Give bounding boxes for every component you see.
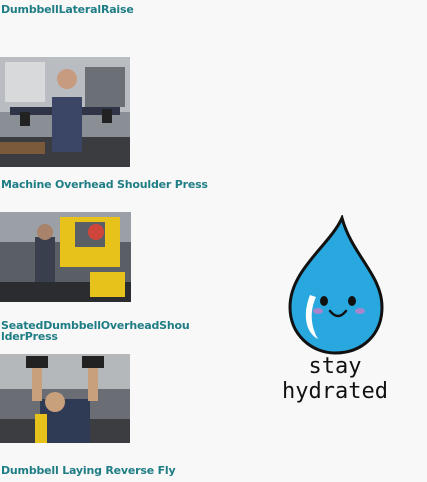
hydrated-text: hydrated (282, 379, 388, 404)
exercise-thumbnail[interactable] (0, 354, 130, 443)
exercise-title-line2[interactable]: lderPress (1, 330, 58, 343)
gym-photo-machine-press (0, 212, 131, 302)
stay-hydrated-graphic: stay hydrated (280, 213, 390, 415)
exercise-title-line1[interactable]: SeatedDumbbellOverheadShou (1, 319, 190, 332)
gym-photo-seated-press (0, 354, 130, 443)
exercise-thumbnail[interactable] (0, 212, 131, 302)
exercise-title[interactable]: DumbbellLateralRaise (1, 3, 134, 16)
stay-text: stay (308, 354, 362, 379)
exercise-title[interactable]: Machine Overhead Shoulder Press (1, 178, 208, 191)
exercise-thumbnail[interactable] (0, 57, 130, 167)
gym-photo-lateral-raise (0, 57, 130, 167)
exercise-title[interactable]: Dumbbell Laying Reverse Fly (1, 464, 176, 477)
water-drop-icon (288, 213, 384, 355)
